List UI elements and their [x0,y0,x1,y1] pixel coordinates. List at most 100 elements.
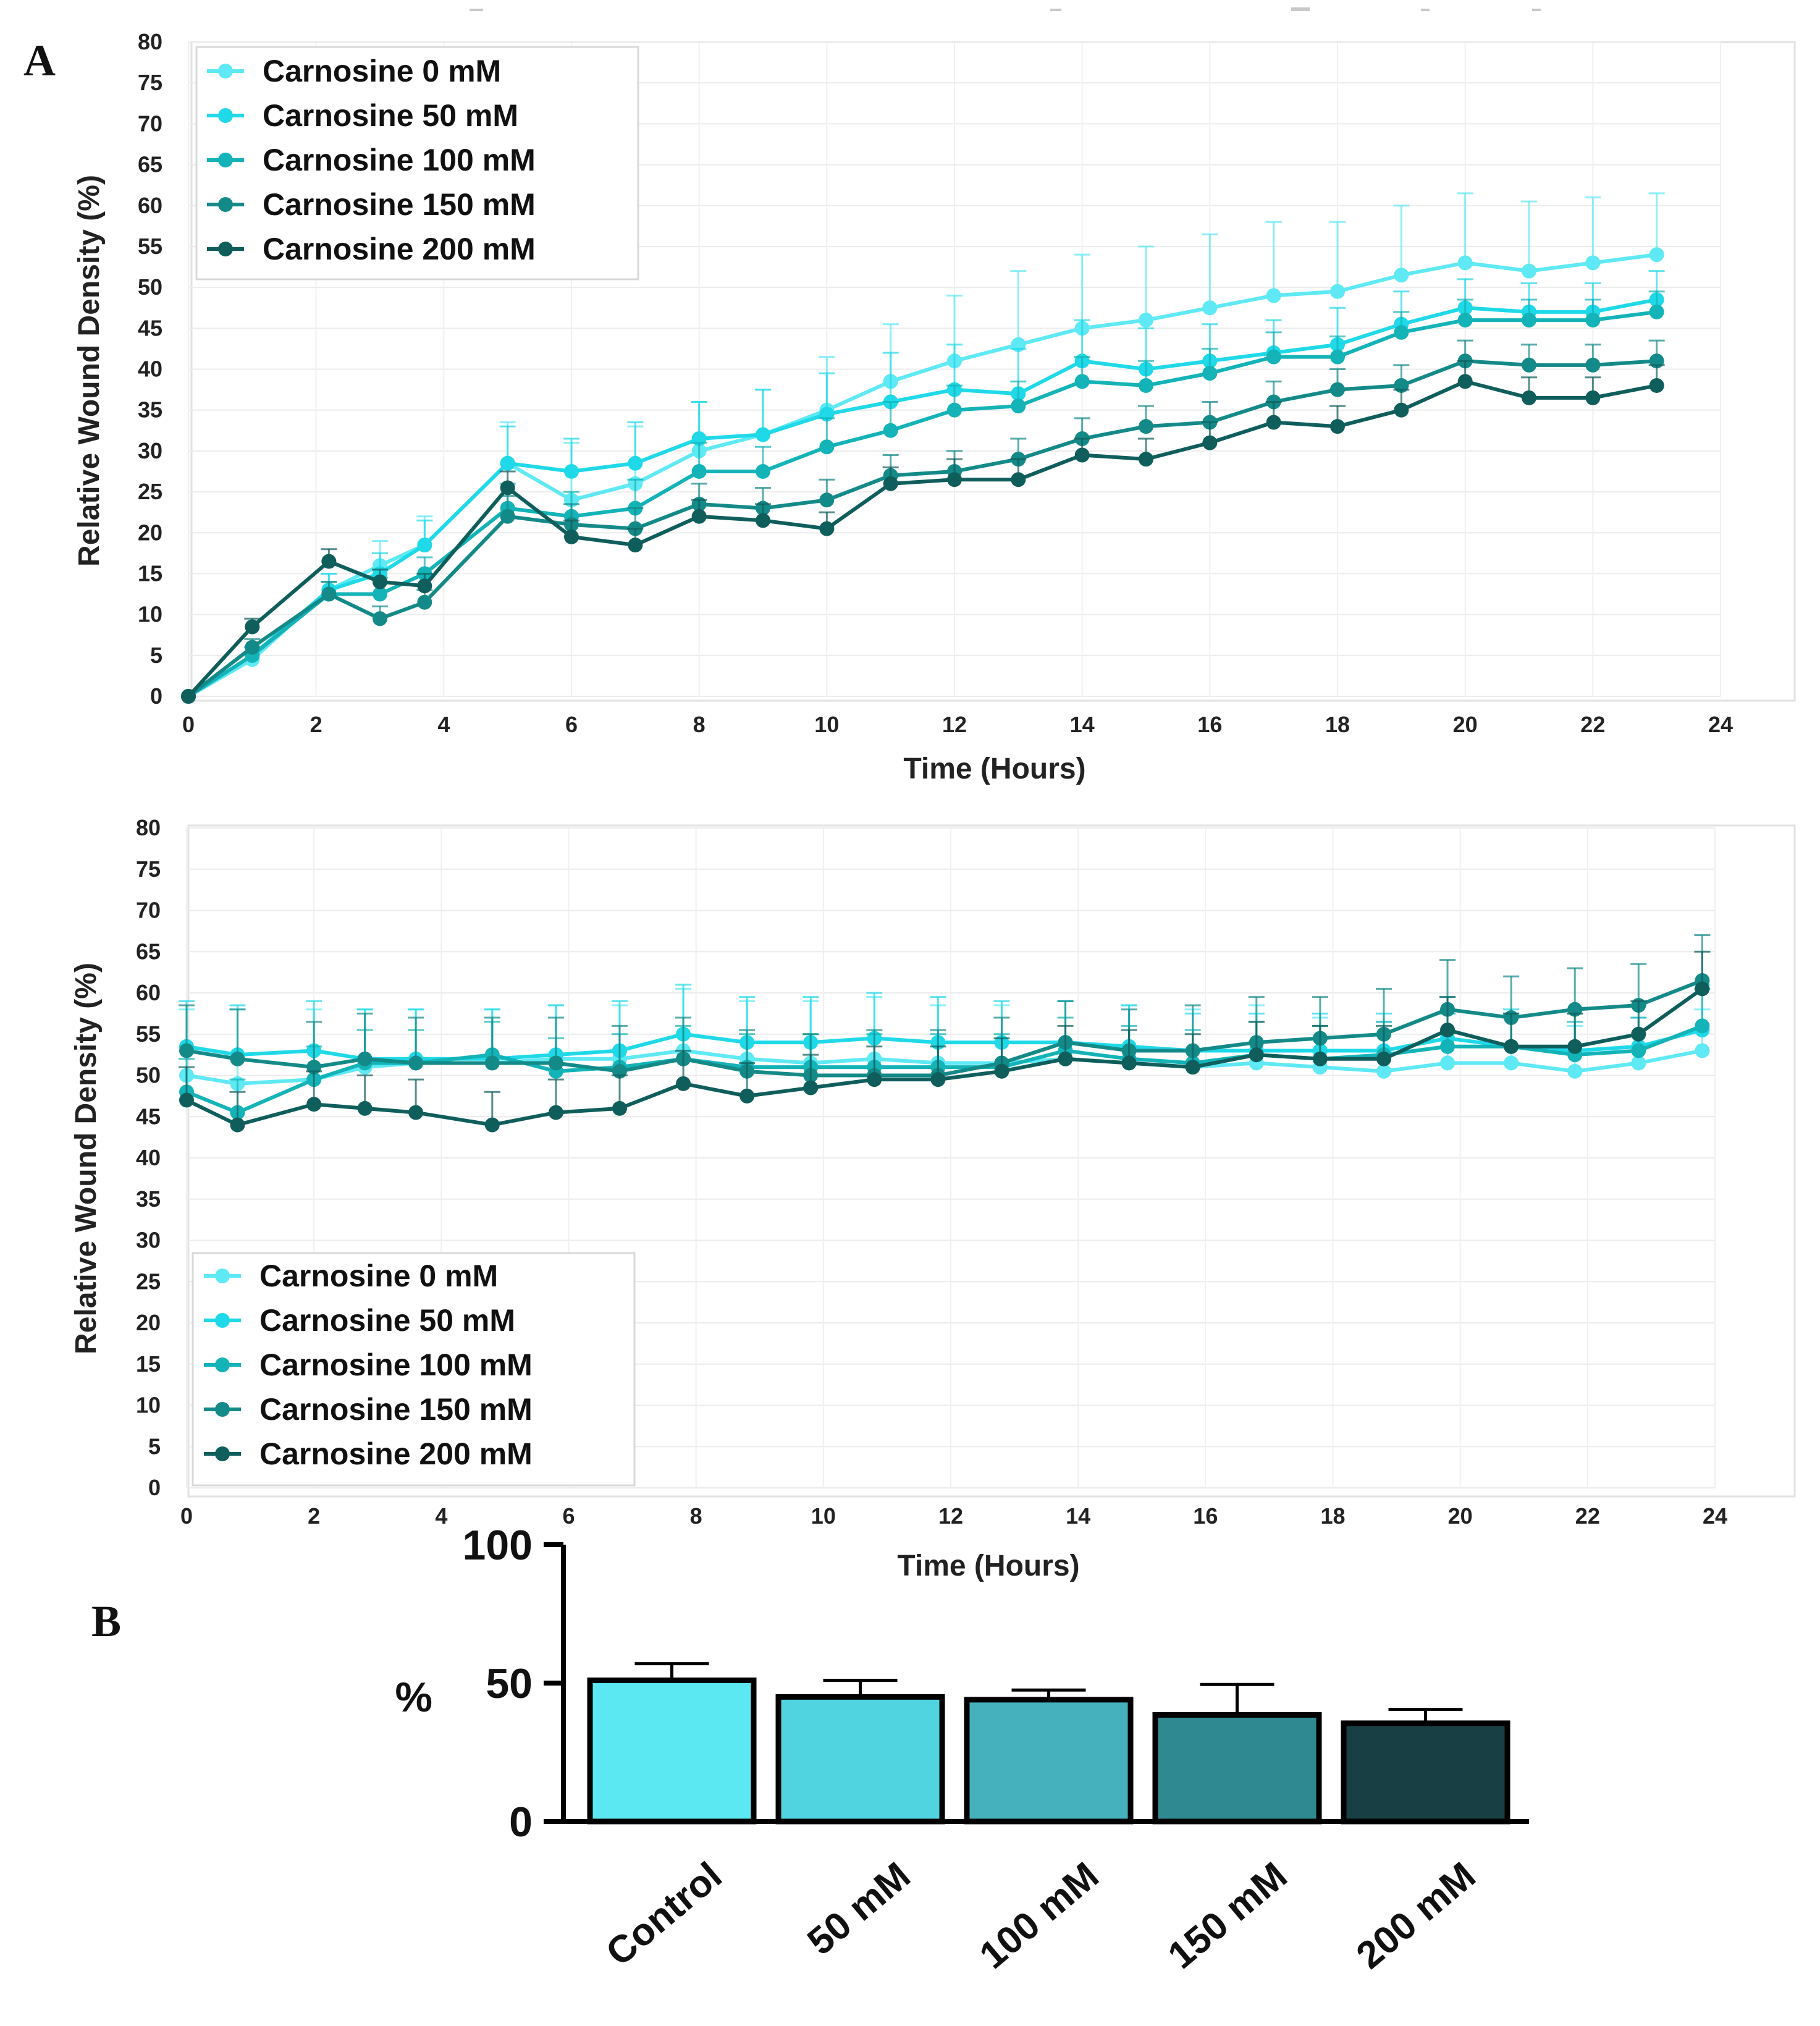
data-point [1202,435,1218,450]
legend-entry: Carnosine 50 mM [204,1303,515,1338]
data-point [1139,419,1153,434]
x-tick-label: 8 [693,712,706,737]
y-tick-label: 60 [136,980,161,1005]
data-point [819,492,835,508]
series-4 [181,360,1665,704]
data-point [1266,288,1281,303]
y-tick-label: 40 [136,1145,161,1170]
data-point [1585,390,1601,405]
data-point [1074,374,1090,389]
x-tick-label: 6 [565,712,578,737]
y-tick-label: 45 [136,1104,161,1129]
data-point [930,1072,946,1087]
data-point [1011,472,1026,488]
data-point [1394,402,1409,418]
series-4 [179,950,1711,1133]
bar [587,1678,757,1825]
data-point [1074,447,1090,463]
data-point [628,455,643,471]
y-tick-label: 25 [136,1268,161,1294]
x-category-label: 150 mM [1160,1854,1295,1977]
x-tick-label: 6 [562,1503,575,1529]
data-point [500,455,515,471]
y-tick-label: 65 [138,152,162,177]
y-tick-label: 35 [138,397,162,423]
legend-label: Carnosine 200 mM [259,1437,533,1471]
data-point [1394,268,1409,283]
data-point [1695,981,1710,997]
data-point [548,1105,563,1120]
data-point [1649,378,1664,393]
plot-frame [187,824,1796,1498]
y-tick-label: 0 [148,1475,161,1500]
y-tick-label: 20 [136,1310,161,1335]
data-point [819,521,835,536]
data-point [1695,1018,1710,1034]
bar [1152,1712,1322,1825]
data-point [691,509,707,524]
x-axis-title: Time (Hours) [903,753,1085,785]
data-point [417,538,432,553]
data-point [628,538,643,553]
x-tick-label: 14 [1066,1503,1090,1529]
x-tick-label: 2 [308,1503,320,1529]
legend-label: Carnosine 100 mM [259,1348,533,1382]
data-point [1376,1063,1391,1079]
data-point [179,1092,194,1108]
legend-entry: Carnosine 0 mM [204,1259,498,1293]
data-point [1139,313,1153,328]
y-axis-title: % [395,1674,432,1721]
data-point [321,586,337,602]
data-point [756,463,770,479]
data-point [883,423,898,438]
y-tick-label: 80 [136,815,161,840]
x-tick-label: 18 [1325,712,1350,737]
y-tick-label: 100 [463,1522,533,1569]
data-point [1522,390,1536,405]
legend-label: Carnosine 50 mM [259,1303,515,1338]
x-tick-label: 20 [1453,712,1478,737]
data-point [1522,263,1536,279]
x-tick-label: 2 [310,712,322,737]
data-point [564,529,579,544]
data-point [1457,374,1473,389]
x-tick-label: 0 [180,1503,193,1529]
data-point [756,427,770,442]
panel-label-a: A [23,36,56,85]
data-point [1649,247,1664,263]
data-point [321,554,337,569]
data-point [181,689,196,704]
data-point [230,1051,245,1066]
data-point [803,1080,819,1095]
legend-entry: Carnosine 150 mM [204,1392,533,1427]
data-point [1139,378,1153,393]
data-point [1330,349,1345,365]
legend: Carnosine 0 mM Carnosine 50 mM Carnosine 1… [192,1252,636,1487]
y-tick-label: 5 [150,643,162,668]
y-tick-label: 0 [509,1799,533,1846]
x-tick-label: 4 [437,712,450,737]
data-point [1631,1043,1646,1058]
panel-label-b: B [91,1597,121,1646]
x-tick-label: 4 [435,1503,447,1529]
legend-label: Carnosine 200 mM [263,232,536,266]
legend-label: Carnosine 150 mM [263,187,536,222]
x-tick-label: 24 [1708,712,1733,737]
y-tick-label: 40 [138,357,162,382]
x-tick-label: 16 [1197,712,1222,737]
legend-marker [215,1268,230,1283]
y-tick-label: 25 [138,479,162,504]
legend-entry: Carnosine 100 mM [207,143,536,177]
y-tick-label: 50 [136,1063,161,1088]
data-point [1249,1047,1264,1063]
data-point [1440,1055,1456,1071]
data-point [1202,300,1218,316]
x-tick-label: 12 [942,712,967,737]
x-tick-label: 20 [1448,1503,1473,1529]
data-point [1330,382,1345,397]
y-tick-label: 35 [136,1186,161,1212]
legend-label: Carnosine 0 mM [259,1259,498,1293]
y-axis-title: Relative Wound Density (%) [73,175,106,567]
series-line [187,359,1657,698]
data-point [1695,1043,1710,1058]
